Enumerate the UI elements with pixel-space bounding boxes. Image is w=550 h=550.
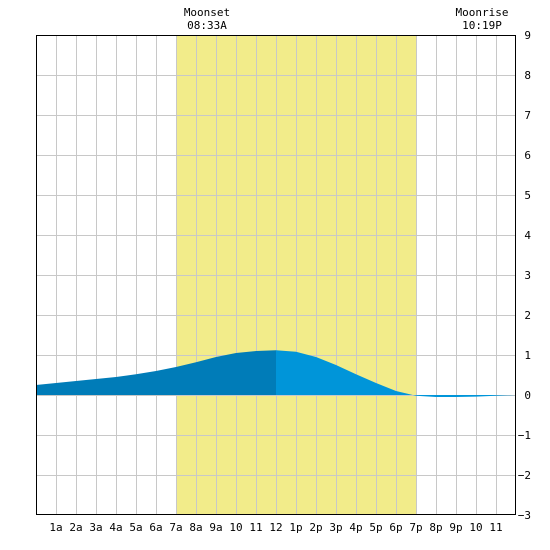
x-tick-label: 12 (269, 521, 282, 534)
y-tick-label: 0 (524, 389, 531, 402)
tide-area-layer (36, 350, 516, 397)
moon-event-title: Moonrise (456, 6, 509, 19)
y-tick-label: 5 (524, 189, 531, 202)
x-tick-label: 5a (129, 521, 142, 534)
x-tick-label: 4p (349, 521, 362, 534)
plot-frame-layer (36, 35, 516, 515)
x-tick-label: 2a (69, 521, 82, 534)
y-tick-label: 3 (524, 269, 531, 282)
x-tick-label: 3a (89, 521, 102, 534)
tide-area-after-high (276, 350, 516, 397)
grid-layer (36, 35, 516, 515)
x-tick-label: 3p (329, 521, 342, 534)
y-tick-label: 4 (524, 229, 531, 242)
x-tick-label: 9a (209, 521, 222, 534)
x-tick-label: 7p (409, 521, 422, 534)
y-tick-label: 1 (524, 349, 531, 362)
moon-event-title: Moonset (184, 6, 230, 19)
x-tick-label: 8a (189, 521, 202, 534)
x-tick-label: 6p (389, 521, 402, 534)
y-tick-label: 9 (524, 29, 531, 42)
x-tick-label: 9p (449, 521, 462, 534)
plot-frame (36, 35, 516, 515)
y-tick-labels: −3 −2 −1 0 1 2 3 4 5 6 7 8 9 (518, 29, 532, 522)
x-tick-label: 1p (289, 521, 302, 534)
y-tick-label: −1 (518, 429, 531, 442)
x-tick-label: 1a (49, 521, 62, 534)
y-tick-label: 8 (524, 69, 531, 82)
x-tick-label: 10 (469, 521, 482, 534)
x-tick-labels: 1a 2a 3a 4a 5a 6a 7a 8a 9a 10 11 12 1p 2p 3p 4p 5p 6p 7p 8p… (49, 521, 502, 534)
x-tick-label: 5p (369, 521, 382, 534)
x-tick-label: 6a (149, 521, 162, 534)
tide-area-before-high (36, 350, 276, 395)
x-tick-label: 2p (309, 521, 322, 534)
moon-event-time: 08:33A (187, 19, 227, 32)
x-tick-label: 7a (169, 521, 182, 534)
moon-event-time: 10:19P (462, 19, 502, 32)
x-tick-label: 8p (429, 521, 442, 534)
y-tick-label: 7 (524, 109, 531, 122)
x-tick-label: 11 (489, 521, 502, 534)
x-tick-label: 11 (249, 521, 262, 534)
y-tick-label: 2 (524, 309, 531, 322)
x-tick-label: 4a (109, 521, 122, 534)
x-tick-label: 10 (229, 521, 242, 534)
y-tick-label: −3 (518, 509, 531, 522)
y-tick-label: −2 (518, 469, 531, 482)
y-tick-label: 6 (524, 149, 531, 162)
